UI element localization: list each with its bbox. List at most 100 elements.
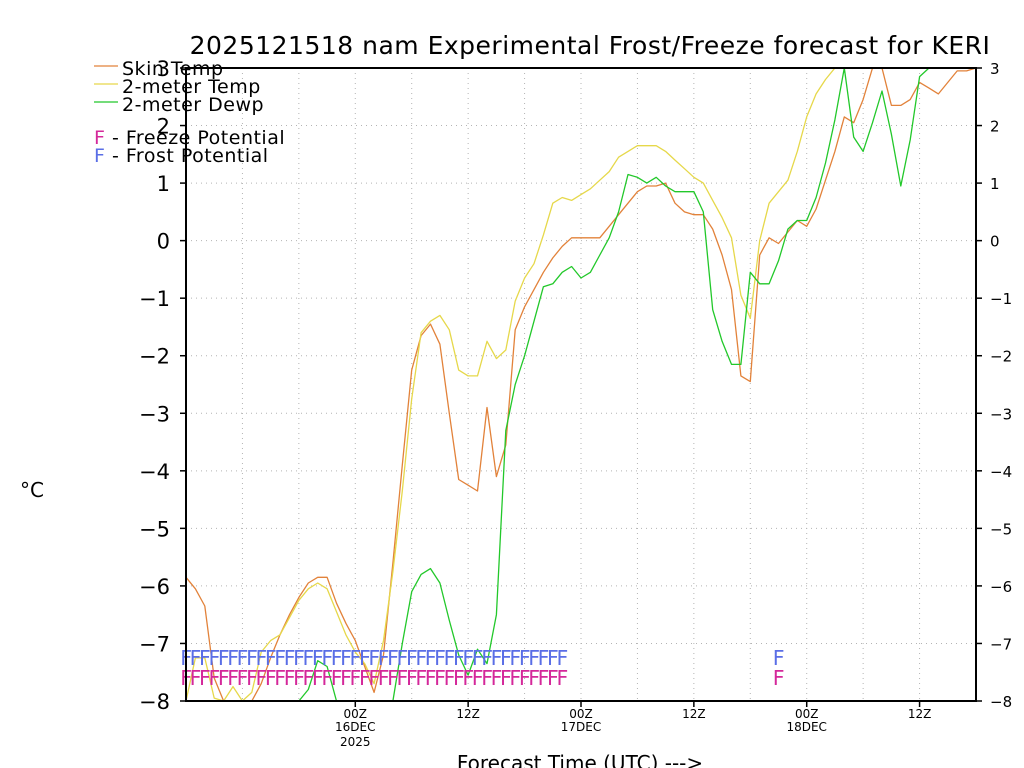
y-tick-label-right: −5	[990, 520, 1012, 538]
x-tick-label: 12Z	[908, 707, 932, 721]
frost-marker: F	[330, 646, 342, 670]
freeze-marker: F	[537, 666, 549, 690]
freeze-marker: F	[481, 666, 493, 690]
y-tick-label-right: −2	[990, 348, 1012, 366]
y-tick-label-right: 0	[990, 233, 1000, 251]
freeze-marker: F	[425, 666, 437, 690]
y-tick-label-left: −7	[139, 632, 170, 656]
frost-marker: F	[293, 646, 305, 670]
freeze-marker: F	[368, 666, 380, 690]
y-tick-label-left: 1	[157, 172, 170, 196]
frost-marker: F	[265, 646, 277, 670]
x-tick-date: 18DEC	[786, 720, 826, 734]
freeze-marker: F	[500, 666, 512, 690]
frost-marker: F	[302, 646, 314, 670]
freeze-marker: F	[265, 666, 277, 690]
y-tick-label-right: −8	[990, 693, 1012, 711]
frost-marker: F	[189, 646, 201, 670]
y-tick-label-left: 2	[157, 115, 170, 139]
frost-marker: F	[387, 646, 399, 670]
frost-marker: F	[218, 646, 230, 670]
freeze-marker: F	[773, 666, 785, 690]
x-tick-year: 2025	[340, 735, 371, 749]
y-tick-label-left: −4	[139, 460, 170, 484]
freeze-marker: F	[406, 666, 418, 690]
freeze-marker: F	[302, 666, 314, 690]
freeze-marker: F	[274, 666, 286, 690]
legend-potential-label: - Frost Potential	[105, 145, 268, 167]
frost-marker: F	[227, 646, 239, 670]
freeze-marker: F	[547, 666, 559, 690]
frost-marker: F	[453, 646, 465, 670]
frost-marker: F	[199, 646, 211, 670]
freeze-marker: F	[236, 666, 248, 690]
freeze-marker: F	[378, 666, 390, 690]
frost-marker: F	[500, 646, 512, 670]
freeze-marker: F	[519, 666, 531, 690]
y-tick-label-right: 2	[990, 118, 1000, 136]
freeze-marker: F	[189, 666, 201, 690]
freeze-marker: F	[208, 666, 220, 690]
frost-marker: F	[415, 646, 427, 670]
y-tick-label-left: −5	[139, 517, 170, 541]
frost-marker: F	[509, 646, 521, 670]
frost-marker: F	[519, 646, 531, 670]
frost-marker: F	[472, 646, 484, 670]
series-lines	[186, 68, 976, 701]
y-tick-label-right: −6	[990, 578, 1012, 596]
x-tick-label: 00Z	[795, 707, 819, 721]
freeze-marker: F	[199, 666, 211, 690]
freeze-marker: F	[434, 666, 446, 690]
legend-potential-label: - Freeze Potential	[105, 127, 285, 149]
y-tick-label-right: −3	[990, 405, 1012, 423]
legend-potential-entry: F - Frost Potential	[94, 145, 269, 167]
freeze-marker: F	[396, 666, 408, 690]
x-tick-label: 12Z	[682, 707, 706, 721]
y-tick-label-right: −4	[990, 463, 1012, 481]
y-tick-label-left: −8	[139, 690, 170, 714]
y-tick-label-right: 3	[990, 60, 1000, 78]
legend-label: Skin Temp	[122, 58, 224, 80]
freeze-marker: F	[255, 666, 267, 690]
y-tick-label-right: 1	[990, 175, 1000, 193]
x-tick-label: 00Z	[344, 707, 368, 721]
y-tick-label-left: −6	[139, 575, 170, 599]
y-tick-label-left: 3	[157, 57, 170, 81]
frost-marker: F	[368, 646, 380, 670]
freeze-marker: F	[330, 666, 342, 690]
frost-marker: F	[349, 646, 361, 670]
frost-marker: F	[434, 646, 446, 670]
potential-markers: FFFFFFFFFFFFFFFFFFFFFFFFFFFFFFFFFFFFFFFF…	[180, 646, 785, 690]
y-tick-label-left: 0	[157, 230, 170, 254]
legend-potential-entry: F - Freeze Potential	[94, 127, 285, 149]
frost-marker: F	[236, 646, 248, 670]
legend-label: 2-meter Dewp	[122, 94, 264, 116]
frost-marker: F	[378, 646, 390, 670]
freeze-marker: F	[443, 666, 455, 690]
freeze-marker: F	[472, 666, 484, 690]
freeze-marker: F	[453, 666, 465, 690]
y-tick-label-right: −7	[990, 635, 1012, 653]
y-axis-left: 3 2 1 0 −1 −2 −3 −4 −5 −6 −7 −8	[139, 57, 186, 714]
freeze-marker: F	[415, 666, 427, 690]
freeze-marker: F	[387, 666, 399, 690]
series-line-2-meter-temp	[186, 68, 976, 701]
freeze-marker: F	[556, 666, 568, 690]
chart-title: 2025121518 nam Experimental Frost/Freeze…	[190, 31, 991, 60]
frost-marker: F	[537, 646, 549, 670]
x-tick-date: 16DEC	[335, 720, 375, 734]
freeze-marker: F	[340, 666, 352, 690]
freeze-marker: F	[283, 666, 295, 690]
frost-marker: F	[528, 646, 540, 670]
series-line-skin-temp	[186, 68, 976, 701]
legend-label: 2-meter Temp	[122, 76, 261, 98]
frost-marker: F	[208, 646, 220, 670]
frost-marker: F	[462, 646, 474, 670]
frost-marker: F	[359, 646, 371, 670]
frost-marker: F	[246, 646, 258, 670]
frost-marker: F	[312, 646, 324, 670]
y-tick-label-right: −1	[990, 290, 1012, 308]
series-line-2-meter-dewp	[298, 68, 976, 701]
